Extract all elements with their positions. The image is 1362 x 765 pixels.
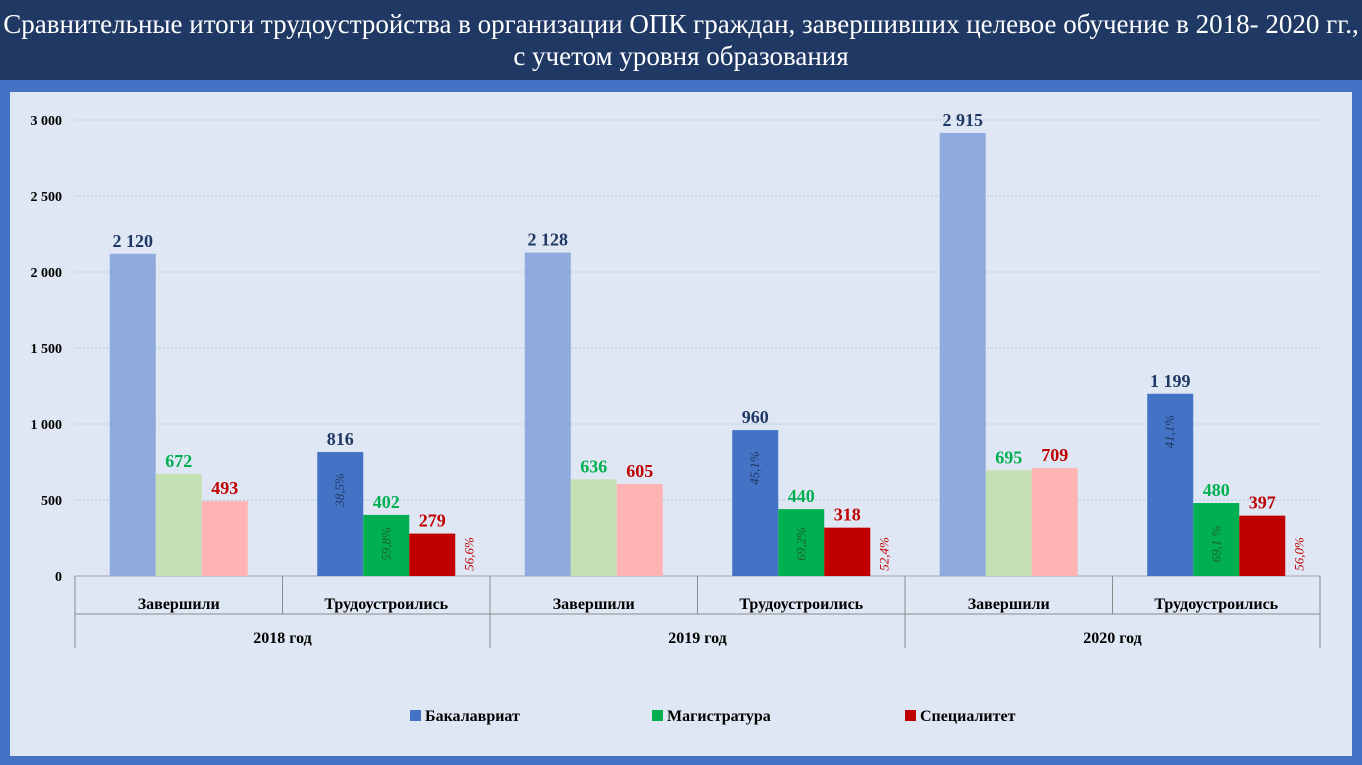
bar-Специалитет <box>616 484 663 576</box>
bar-Магистратура <box>1193 503 1240 576</box>
bar-Бакалавриат <box>732 430 779 576</box>
y-tick-label: 2 500 <box>31 190 63 205</box>
data-label: 960 <box>742 407 769 427</box>
x-category-label: Трудоустроились <box>1154 596 1278 613</box>
data-label: 318 <box>834 505 861 525</box>
bar-Магистратура <box>155 473 202 576</box>
data-label: 709 <box>1041 445 1068 465</box>
percent-label: 52,4% <box>876 537 891 571</box>
bar-Магистратура <box>985 470 1032 576</box>
y-tick-label: 3 000 <box>31 114 63 129</box>
x-category-label: Завершили <box>968 596 1050 613</box>
bar-Магистратура <box>363 514 410 576</box>
percent-label: 38,5% <box>332 473 347 508</box>
percent-label: 69,1 % <box>1208 525 1223 562</box>
y-tick-label: 1 500 <box>31 342 63 357</box>
legend-label: Магистратура <box>667 708 771 725</box>
data-label: 397 <box>1249 493 1276 513</box>
x-group-label: 2018 год <box>253 630 312 647</box>
bar-Специалитет <box>409 533 456 576</box>
chart-title: Сравнительные итоги трудоустройства в ор… <box>0 0 1362 80</box>
bar-Бакалавриат <box>939 132 986 577</box>
percent-label: 45,1% <box>747 451 762 485</box>
y-tick-label: 0 <box>55 570 62 585</box>
data-label: 2 120 <box>113 231 154 251</box>
legend-swatch <box>410 710 421 721</box>
data-label: 2 128 <box>528 230 569 250</box>
bar-Специалитет <box>201 501 248 576</box>
data-label: 440 <box>788 486 815 506</box>
x-category-label: Трудоустроились <box>739 596 863 613</box>
data-label: 605 <box>626 461 653 481</box>
bar-Специалитет <box>1031 468 1078 576</box>
data-label: 493 <box>211 478 238 498</box>
bar-Магистратура <box>570 479 617 576</box>
bar-Бакалавриат <box>109 253 156 576</box>
percent-label: 69,2% <box>793 527 808 561</box>
x-group-label: 2020 год <box>1083 630 1142 647</box>
data-label: 636 <box>580 456 607 476</box>
legend-swatch <box>652 710 663 721</box>
data-label: 2 915 <box>943 110 984 130</box>
data-label: 1 199 <box>1150 371 1191 391</box>
y-tick-label: 2 000 <box>31 266 63 281</box>
y-tick-label: 1 000 <box>31 418 63 433</box>
data-label: 480 <box>1203 480 1230 500</box>
bar-Бакалавриат <box>317 451 364 576</box>
x-category-label: Трудоустроились <box>324 596 448 613</box>
data-label: 816 <box>327 429 354 449</box>
percent-label: 59,8% <box>378 527 393 561</box>
data-label: 402 <box>373 492 400 512</box>
bar-Специалитет <box>824 527 871 576</box>
percent-label: 56,6% <box>461 537 476 571</box>
data-label: 279 <box>419 511 446 531</box>
legend-label: Бакалавриат <box>425 708 520 725</box>
bar-Бакалавриат <box>524 252 571 576</box>
data-label: 695 <box>995 447 1022 467</box>
percent-label: 56,0% <box>1291 537 1306 571</box>
bar-Магистратура <box>778 509 825 576</box>
x-category-label: Завершили <box>553 596 635 613</box>
legend-label: Специалитет <box>920 708 1016 725</box>
x-group-label: 2019 год <box>668 630 727 647</box>
bar-Бакалавриат <box>1147 393 1194 576</box>
bar-Специалитет <box>1239 515 1286 576</box>
data-label: 672 <box>165 451 192 471</box>
percent-label: 41,1% <box>1162 415 1177 449</box>
y-tick-label: 500 <box>41 494 62 509</box>
x-category-label: Завершили <box>138 596 220 613</box>
legend-swatch <box>905 710 916 721</box>
